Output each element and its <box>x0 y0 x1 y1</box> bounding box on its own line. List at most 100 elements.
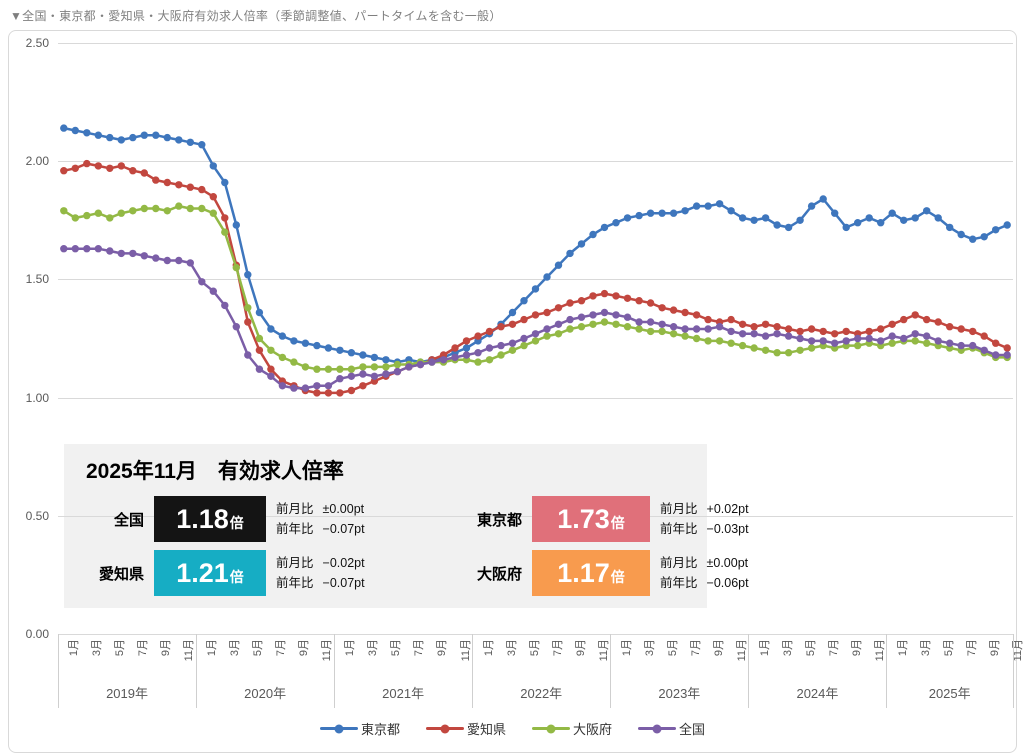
data-point-osaka <box>854 341 862 350</box>
gridline <box>58 161 1013 163</box>
data-point-osaka <box>704 337 712 345</box>
data-point-tokyo <box>140 131 148 139</box>
data-point-national <box>784 332 793 340</box>
x-axis-month-label: 7月 <box>965 639 978 657</box>
data-point-osaka <box>842 341 850 350</box>
data-point-aichi <box>370 377 379 385</box>
y-axis-label: 1.00 <box>25 390 49 405</box>
data-point-osaka <box>163 207 171 215</box>
data-point-national <box>347 372 356 380</box>
data-point-tokyo <box>589 230 597 239</box>
data-point-osaka <box>750 344 758 352</box>
data-point-aichi <box>773 323 781 331</box>
data-point-aichi <box>589 292 597 300</box>
data-point-osaka <box>221 228 229 236</box>
x-axis-month-label: 9月 <box>712 639 725 657</box>
data-point-osaka <box>784 349 793 357</box>
x-axis-year-label: 2019年 <box>106 686 148 701</box>
data-point-tokyo <box>646 209 655 217</box>
data-point-osaka <box>313 365 321 373</box>
legend-item-national: 全国 <box>638 719 705 738</box>
diffs-osaka: 前月比 ±0.00pt 前年比 −0.06pt <box>660 553 770 593</box>
legend-item-tokyo: 東京都 <box>319 719 400 738</box>
data-point-aichi <box>784 325 793 333</box>
data-point-osaka <box>278 353 287 362</box>
data-point-aichi <box>646 299 655 307</box>
data-point-osaka <box>888 339 896 347</box>
data-point-national <box>439 356 448 364</box>
x-axis-month-label: 7月 <box>689 639 702 657</box>
x-axis-month-label: 1月 <box>896 639 909 657</box>
year-over-year-label: 前年比 <box>660 576 698 590</box>
legend-dot-aichi <box>440 724 450 733</box>
data-point-aichi <box>888 320 896 328</box>
data-point-osaka <box>428 358 436 366</box>
data-point-national <box>934 337 942 345</box>
year-separator <box>58 634 59 708</box>
month-over-month-national: 前月比 ±0.00pt <box>276 499 434 519</box>
data-point-tokyo <box>900 216 908 224</box>
data-point-national <box>324 382 333 390</box>
data-point-tokyo <box>877 219 885 227</box>
data-point-aichi <box>416 360 425 369</box>
data-point-osaka <box>198 204 206 213</box>
series-line-tokyo <box>62 126 1009 364</box>
data-point-tokyo <box>704 202 712 210</box>
data-point-tokyo <box>773 221 781 229</box>
x-axis-month-label: 11月 <box>183 639 196 662</box>
chart-title: ▼全国・東京都・愛知県・大阪府有効求人倍率（季節調整値、パートタイムを含む一般） <box>10 9 502 23</box>
year-over-year-osaka: 前年比 −0.06pt <box>660 573 770 593</box>
month-over-month-value: ±0.00pt <box>322 502 365 516</box>
data-point-osaka <box>738 341 747 350</box>
data-point-osaka <box>474 358 482 366</box>
x-axis-month-label: 3月 <box>505 639 518 657</box>
data-point-national <box>577 313 586 321</box>
data-point-tokyo <box>393 358 402 366</box>
x-axis-year-label: 2021年 <box>382 686 425 701</box>
data-point-osaka <box>831 344 839 352</box>
x-axis-month-label: 5月 <box>252 639 265 657</box>
data-point-osaka <box>980 349 988 357</box>
data-point-tokyo <box>923 207 931 215</box>
series-markers-aichi <box>60 159 1011 397</box>
data-point-national <box>900 334 908 343</box>
data-point-osaka <box>267 346 275 354</box>
legend-label-tokyo: 東京都 <box>360 722 400 737</box>
data-point-aichi <box>106 164 114 172</box>
data-point-national <box>750 330 758 338</box>
data-point-national <box>60 245 68 253</box>
data-point-national <box>278 382 287 390</box>
data-point-national <box>428 358 436 366</box>
data-point-aichi <box>301 386 310 395</box>
data-point-osaka <box>589 320 597 328</box>
data-point-osaka <box>129 207 137 215</box>
data-point-tokyo <box>738 214 747 222</box>
data-point-osaka <box>60 207 68 215</box>
data-point-osaka <box>301 363 310 371</box>
data-point-aichi <box>221 214 229 222</box>
data-point-osaka <box>83 211 91 220</box>
x-axis-month-label: 1月 <box>482 639 495 657</box>
data-point-aichi <box>290 382 298 390</box>
data-point-national <box>71 245 79 253</box>
data-point-tokyo <box>336 346 344 354</box>
value-unit-osaka: 倍 <box>610 569 625 585</box>
data-point-national <box>761 332 770 340</box>
data-point-tokyo <box>750 216 758 224</box>
data-point-osaka <box>796 346 804 354</box>
year-separator <box>334 634 336 708</box>
data-point-aichi <box>900 315 908 324</box>
value-box-national: 1.18 倍 <box>154 496 266 542</box>
data-point-aichi <box>485 327 494 336</box>
data-point-aichi <box>623 294 632 302</box>
data-point-national <box>831 339 839 347</box>
y-axis-label: 2.50 <box>25 36 49 50</box>
data-point-tokyo <box>1003 221 1011 229</box>
data-point-osaka <box>209 209 217 217</box>
diffs-aichi: 前月比 −0.02pt 前年比 −0.07pt <box>276 553 434 593</box>
data-point-tokyo <box>520 297 528 305</box>
x-axis-month-label: 5月 <box>528 639 541 657</box>
year-over-year-label: 前年比 <box>276 576 314 590</box>
legend-label-aichi: 愛知県 <box>466 722 506 737</box>
year-over-year-aichi: 前年比 −0.07pt <box>276 573 434 593</box>
